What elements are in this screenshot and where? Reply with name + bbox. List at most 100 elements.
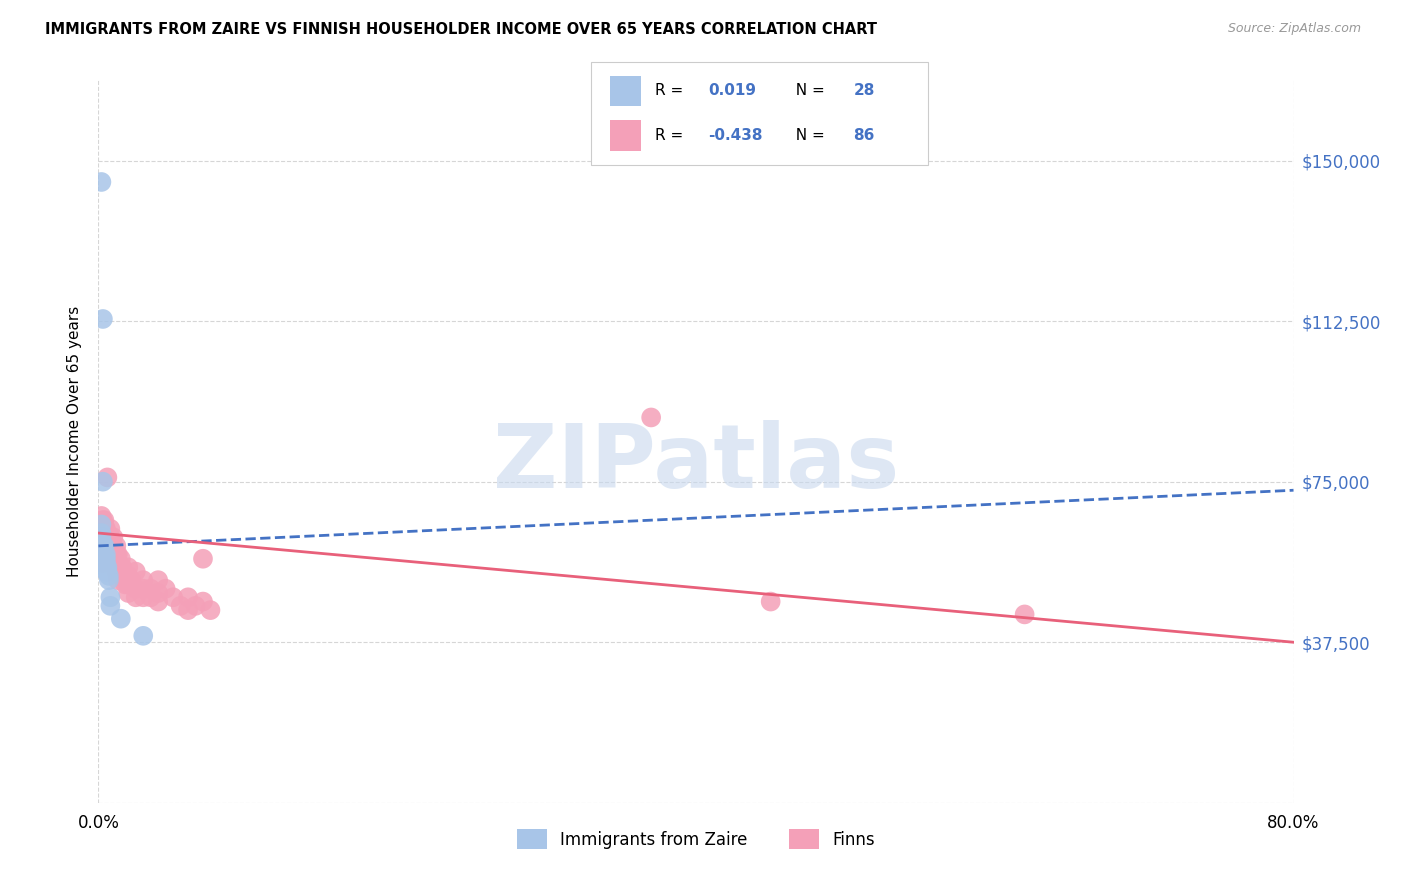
Point (132, 573, 155, 587)
Point (98, 591, 122, 605)
Point (93, 534, 115, 549)
Point (191, 594, 214, 608)
Point (105, 548, 128, 562)
Point (117, 577, 139, 591)
Point (93, 539, 115, 553)
Text: 0.019: 0.019 (709, 84, 756, 98)
Point (91, 513, 114, 527)
Point (90, 508, 112, 523)
Point (93, 526, 115, 541)
Point (97, 539, 120, 553)
Point (91, 534, 114, 549)
Point (93, 556, 115, 570)
Text: -0.438: -0.438 (709, 128, 763, 143)
Point (91, 526, 114, 541)
Text: ZIPatlas: ZIPatlas (494, 420, 898, 507)
Point (125, 591, 148, 605)
Point (91, 475, 114, 489)
Text: Source: ZipAtlas.com: Source: ZipAtlas.com (1227, 22, 1361, 36)
Point (97, 530, 120, 544)
Point (96, 560, 118, 574)
Point (112, 569, 135, 583)
Point (91, 539, 114, 553)
Point (91, 548, 114, 562)
Point (148, 594, 170, 608)
Point (110, 560, 132, 574)
Point (94, 548, 117, 562)
Point (96, 526, 118, 541)
Point (101, 539, 124, 553)
Point (96, 539, 118, 553)
Point (105, 539, 128, 553)
Point (94, 522, 117, 536)
Point (97, 573, 120, 587)
Point (93, 517, 115, 532)
Point (90, 522, 112, 536)
Text: IMMIGRANTS FROM ZAIRE VS FINNISH HOUSEHOLDER INCOME OVER 65 YEARS CORRELATION CH: IMMIGRANTS FROM ZAIRE VS FINNISH HOUSEHO… (45, 22, 877, 37)
Point (98, 556, 122, 570)
Point (125, 582, 148, 596)
Point (125, 565, 148, 579)
Point (96, 534, 118, 549)
Text: 86: 86 (853, 128, 875, 143)
Point (94, 565, 117, 579)
Point (98, 548, 122, 562)
Point (91, 543, 114, 558)
Point (110, 569, 132, 583)
Point (94, 551, 117, 566)
Point (1014, 607, 1036, 622)
Point (93, 551, 115, 566)
Point (91, 548, 114, 562)
Point (91, 551, 114, 566)
Point (117, 569, 139, 583)
Point (98, 599, 122, 613)
Point (98, 530, 122, 544)
Point (139, 582, 162, 596)
Point (759, 594, 782, 608)
Point (94, 539, 117, 553)
Point (91, 556, 114, 570)
Point (640, 410, 662, 425)
Point (177, 591, 200, 605)
Point (93, 539, 115, 553)
Point (148, 573, 170, 587)
Point (148, 586, 170, 600)
Point (107, 548, 129, 562)
Point (91, 517, 114, 532)
Point (162, 591, 184, 605)
Text: N =: N = (786, 128, 830, 143)
Point (139, 591, 162, 605)
Point (98, 539, 122, 553)
Point (184, 599, 207, 613)
Point (96, 565, 118, 579)
Point (91, 530, 114, 544)
Point (93, 513, 115, 527)
Point (132, 591, 155, 605)
Point (110, 612, 132, 626)
Text: 28: 28 (853, 84, 875, 98)
Point (91, 556, 114, 570)
Point (96, 470, 118, 484)
Point (103, 556, 125, 570)
Y-axis label: Householder Income Over 65 years: Householder Income Over 65 years (67, 306, 83, 577)
Point (155, 582, 177, 596)
Point (114, 577, 136, 591)
Point (93, 543, 115, 558)
Point (200, 603, 222, 617)
Point (105, 565, 128, 579)
Point (191, 551, 214, 566)
Point (117, 560, 139, 574)
Point (103, 539, 125, 553)
Point (97, 548, 120, 562)
Point (105, 556, 128, 570)
Text: R =: R = (655, 128, 689, 143)
Point (90, 526, 112, 541)
Point (111, 560, 134, 574)
Point (94, 560, 117, 574)
Point (169, 599, 191, 613)
Point (90, 530, 112, 544)
Point (107, 565, 129, 579)
Point (97, 569, 120, 583)
Point (90, 175, 112, 189)
Point (107, 573, 129, 587)
